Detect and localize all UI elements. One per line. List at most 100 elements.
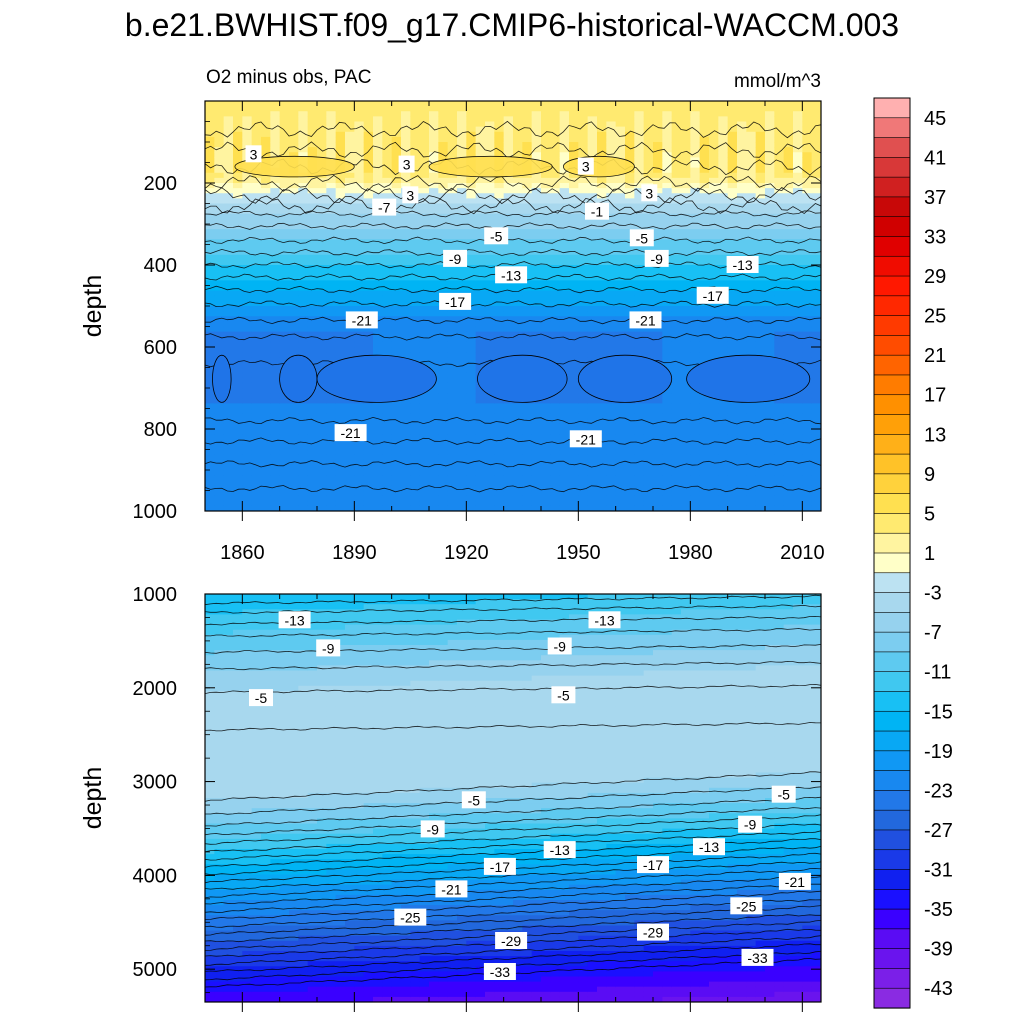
heatmap-cell (746, 193, 757, 199)
heatmap-cell (223, 500, 234, 507)
heatmap-cell (569, 249, 579, 256)
heatmap-cell (261, 347, 271, 353)
heatmap-cell (382, 167, 393, 174)
heatmap-cell (737, 300, 747, 307)
heatmap-cell (746, 403, 757, 410)
heatmap-cell (653, 418, 663, 425)
heatmap-cell (559, 111, 570, 117)
heatmap-cell (317, 326, 327, 333)
heatmap-cell (485, 295, 495, 302)
heatmap-cell (382, 413, 393, 420)
heatmap-cell (242, 413, 253, 420)
heatmap-cell (541, 126, 551, 133)
heatmap-cell (345, 398, 355, 404)
heatmap-cell (569, 111, 579, 117)
heatmap-cell (513, 106, 523, 112)
heatmap-cell (494, 470, 505, 476)
heatmap-cell (382, 188, 393, 194)
heatmap-cell (774, 321, 785, 328)
heatmap-cell (690, 121, 701, 128)
heatmap-cell (279, 331, 290, 338)
heatmap-cell (653, 142, 663, 148)
heatmap-cell (727, 470, 738, 476)
heatmap-cell (345, 259, 355, 266)
heatmap-cell (270, 300, 281, 307)
heatmap-cell (205, 393, 215, 399)
heatmap-cell (513, 300, 523, 307)
heatmap-cell (634, 464, 645, 471)
heatmap-cell (261, 352, 271, 358)
heatmap-cell (503, 423, 514, 430)
heatmap-cell (457, 224, 467, 230)
heatmap-cell (242, 454, 253, 461)
heatmap-cell (774, 188, 785, 194)
heatmap-cell (475, 347, 486, 353)
heatmap-cell (737, 198, 747, 205)
heatmap-cell (559, 270, 570, 276)
heatmap-cell (307, 413, 318, 420)
heatmap-cell (597, 218, 607, 225)
heatmap-cell (671, 367, 682, 374)
heatmap-cell (522, 403, 533, 410)
heatmap-cell (289, 306, 299, 312)
heatmap-cell (662, 336, 673, 343)
heatmap-cell (447, 265, 458, 271)
heatmap-cell (531, 142, 542, 148)
heatmap-cell (429, 449, 439, 456)
heatmap-cell (671, 116, 682, 123)
heatmap-cell (233, 434, 243, 440)
heatmap-cell (718, 280, 729, 287)
heatmap-cell (513, 147, 523, 153)
heatmap-cell (326, 352, 337, 358)
heatmap-cell (755, 300, 766, 307)
heatmap-cell (746, 126, 757, 133)
heatmap-cell (653, 280, 663, 287)
heatmap-cell (317, 485, 327, 492)
heatmap-cell (522, 218, 533, 225)
heatmap-cell (681, 423, 691, 430)
heatmap-cell (317, 495, 327, 502)
heatmap-cell (727, 336, 738, 343)
heatmap-cell (251, 495, 262, 502)
heatmap-cell (559, 362, 570, 369)
heatmap-cell (363, 290, 374, 297)
heatmap-cell (718, 106, 729, 112)
heatmap-cell (270, 224, 281, 230)
heatmap-cell (625, 157, 635, 164)
heatmap-cell (438, 459, 449, 466)
heatmap-cell (429, 311, 439, 317)
heatmap-cell (569, 382, 579, 389)
heatmap-cell (298, 454, 309, 461)
heatmap-cell (382, 152, 393, 158)
heatmap-cell (522, 480, 533, 486)
heatmap-cell (401, 408, 411, 415)
heatmap-cell (503, 347, 514, 353)
heatmap-cell (718, 352, 729, 358)
heatmap-cell (289, 249, 299, 256)
heatmap-cell (615, 408, 626, 415)
heatmap-cell (251, 372, 262, 379)
heatmap-cell (391, 198, 402, 205)
heatmap-cell (261, 341, 271, 348)
heatmap-cell (205, 254, 215, 261)
heatmap-cell (205, 234, 215, 240)
heatmap-cell (727, 439, 738, 445)
heatmap-cell (279, 490, 290, 497)
heatmap-cell (279, 193, 290, 199)
heatmap-cell (559, 208, 570, 215)
heatmap-cell (578, 408, 589, 415)
heatmap-cell (475, 439, 486, 445)
heatmap-cell (307, 403, 318, 410)
heatmap-cell (289, 188, 299, 194)
heatmap-cell (615, 136, 626, 143)
heatmap-cell (447, 490, 458, 497)
heatmap-cell (737, 495, 747, 502)
heatmap-cell (653, 490, 663, 497)
heatmap-cell (475, 259, 486, 266)
heatmap-cell (261, 382, 271, 389)
heatmap-cell (699, 167, 710, 174)
heatmap-cell (643, 341, 654, 348)
heatmap-cell (233, 300, 243, 307)
heatmap-cell (466, 300, 477, 307)
heatmap-cell (718, 172, 729, 179)
